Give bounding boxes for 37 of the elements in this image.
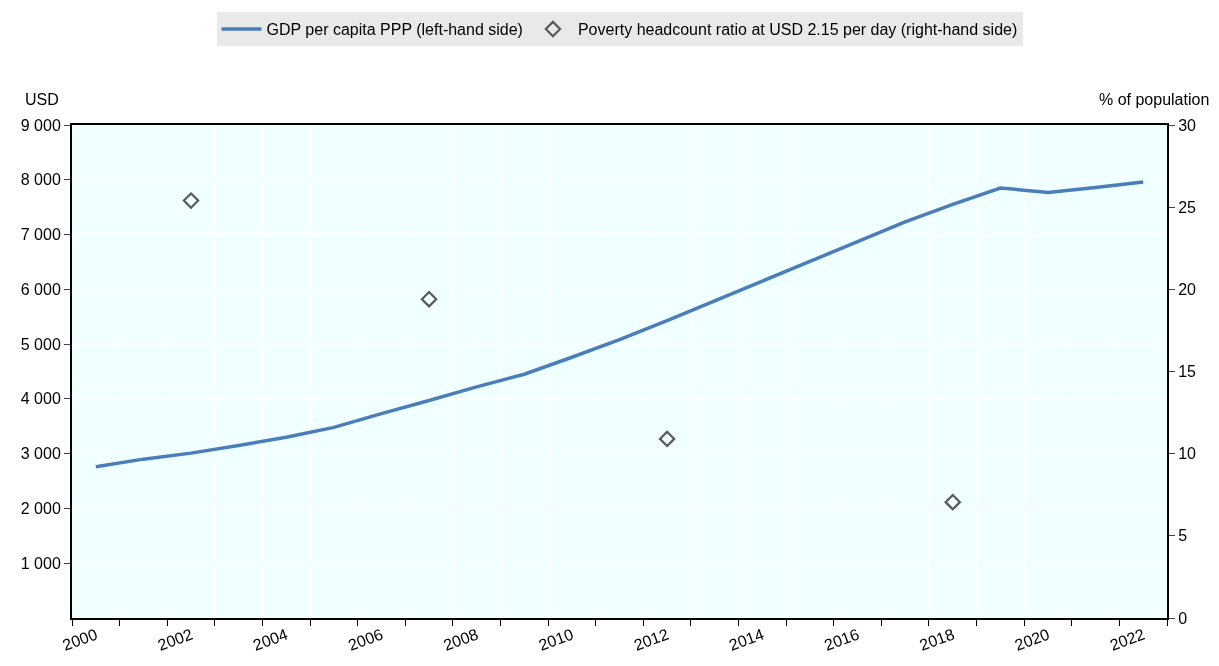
y2-axis-title: % of population [1099, 91, 1210, 108]
x-tick-label: 2022 [1107, 625, 1148, 654]
line-series [94, 180, 1145, 469]
y-tick-label: 5 000 [20, 335, 61, 353]
y-tick-label: 1 000 [20, 554, 61, 572]
point [944, 493, 962, 511]
y-tick-label: 3 000 [20, 445, 61, 463]
y2-tick-label: 30 [1178, 116, 1197, 134]
y-axis-title: USD [25, 91, 59, 108]
x-tick-label: 2012 [631, 625, 671, 654]
point [658, 430, 676, 448]
point [182, 192, 200, 209]
x-tick-label: 2008 [441, 625, 481, 654]
y2-tick-label: 0 [1178, 609, 1188, 627]
x-tick-label: 2010 [536, 625, 576, 654]
y-tick-label: 2 000 [20, 500, 61, 518]
point [420, 290, 438, 308]
x-tick-label: 2014 [726, 625, 767, 654]
x-tick-label: 2002 [155, 625, 195, 654]
y-tick-label: 4 000 [20, 390, 61, 408]
y2-tick-label: 15 [1178, 363, 1197, 381]
x-tick-label: 2018 [917, 625, 957, 654]
y2-tick-label: 5 [1178, 527, 1188, 545]
y-tick-label: 8 000 [20, 171, 61, 189]
x-tick-label: 2000 [60, 625, 100, 654]
legend-label: Poverty headcount ratio at USD 2.15 per day (right-hand side) [577, 21, 1018, 39]
y2-tick-label: 25 [1178, 198, 1197, 216]
y-tick-label: 6 000 [20, 280, 61, 298]
y-tick-label: 9 000 [20, 116, 61, 134]
x-tick-label: 2004 [250, 625, 291, 654]
x-tick-label: 2020 [1012, 625, 1052, 654]
y2-tick-label: 20 [1178, 280, 1197, 298]
x-tick-label: 2006 [345, 625, 386, 654]
legend-label: GDP per capita PPP (left-hand side) [266, 21, 523, 39]
y-tick-label: 7 000 [20, 226, 61, 244]
x-tick-label: 2016 [822, 625, 862, 654]
y2-tick-label: 10 [1178, 445, 1197, 463]
